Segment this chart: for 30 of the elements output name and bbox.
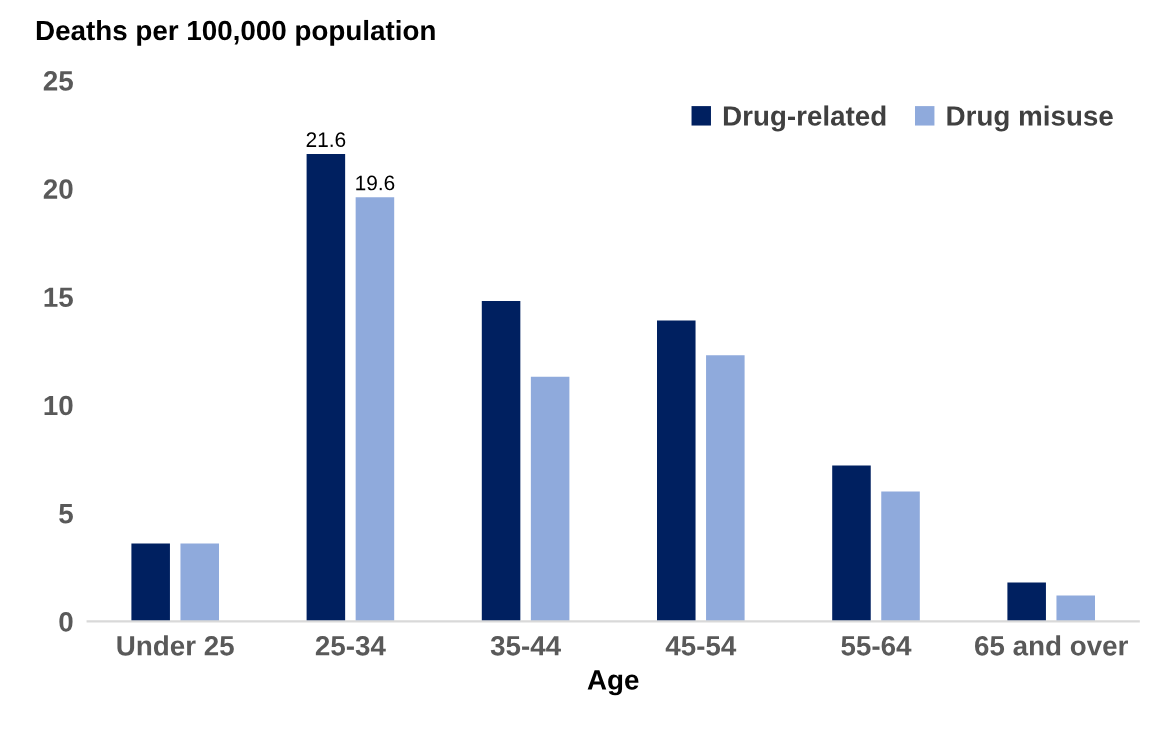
x-tick-label: 35-44 bbox=[490, 635, 561, 656]
data-label: 21.6 bbox=[306, 132, 346, 148]
bar bbox=[131, 543, 170, 622]
y-tick-label: 0 bbox=[59, 612, 73, 632]
x-tick-label: Under 25 bbox=[117, 635, 234, 656]
legend-label: Drug misuse bbox=[947, 105, 1113, 132]
legend-label: Drug-related bbox=[723, 105, 886, 132]
y-tick-label: 5 bbox=[59, 504, 73, 524]
y-tick-label: 25 bbox=[43, 71, 73, 91]
x-tick-label: 65 and over bbox=[975, 635, 1128, 656]
x-tick-label: 45-54 bbox=[665, 636, 737, 656]
bar bbox=[180, 543, 219, 622]
x-tick-label: 55-64 bbox=[841, 635, 912, 656]
bar bbox=[481, 301, 521, 622]
y-tick-label: 15 bbox=[44, 287, 73, 308]
y-tick-label: 20 bbox=[43, 179, 73, 199]
y-tick-label: 10 bbox=[44, 395, 73, 416]
bar bbox=[657, 320, 696, 622]
bar bbox=[706, 355, 745, 622]
x-axis-title: Age bbox=[587, 670, 639, 696]
bar bbox=[1007, 582, 1046, 622]
bar bbox=[1056, 595, 1095, 622]
bar bbox=[306, 153, 346, 622]
data-label: 19.6 bbox=[356, 175, 395, 191]
y-axis-title: Deaths per 100,000 population bbox=[36, 19, 435, 46]
bar bbox=[881, 491, 920, 622]
bar bbox=[530, 376, 570, 622]
bar bbox=[355, 197, 395, 622]
bar bbox=[832, 465, 871, 622]
x-tick-label: 25-34 bbox=[315, 635, 386, 656]
